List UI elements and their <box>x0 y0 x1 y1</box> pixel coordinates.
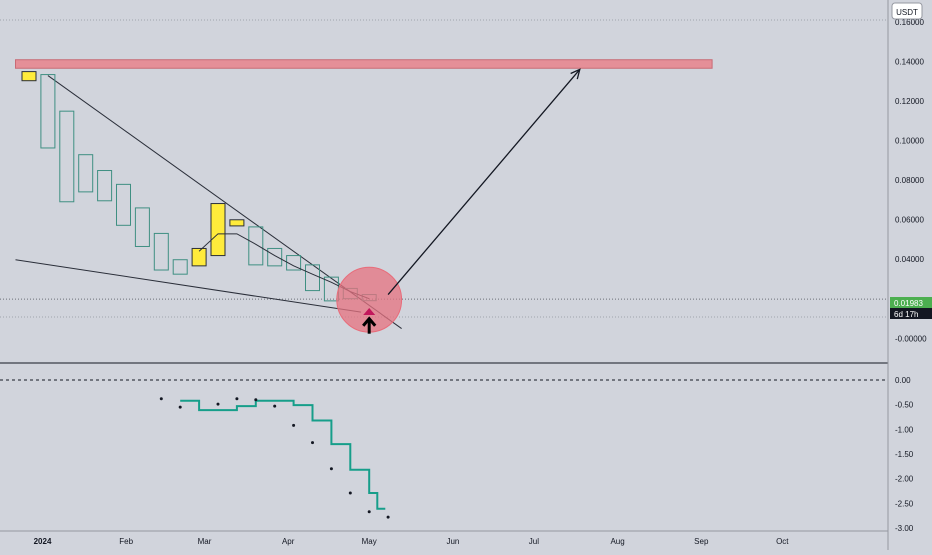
price-tick-label: 0.04000 <box>895 255 924 264</box>
indicator-dot-8[interactable] <box>311 441 314 445</box>
candle-8[interactable] <box>153 232 169 271</box>
time-tick-label: Feb <box>119 537 133 546</box>
price-tick-label: 0.10000 <box>895 136 924 145</box>
countdown-value: 6d 17h <box>894 310 918 319</box>
indicator-tick-label: -1.50 <box>895 450 914 459</box>
time-tick-label: Jul <box>529 537 539 546</box>
candle-10[interactable] <box>191 247 207 267</box>
projection-arrow-head <box>570 68 581 80</box>
currency-badge[interactable]: USDT <box>891 2 923 20</box>
currency-label: USDT <box>896 8 918 17</box>
candle-16[interactable] <box>305 264 320 292</box>
price-tick-label: 0.16000 <box>895 18 924 27</box>
price-tick-label: -0.00000 <box>895 334 927 343</box>
breakout-dashed-head <box>363 307 376 315</box>
indicator-tick-label: -1.00 <box>895 425 914 434</box>
price-axis[interactable]: 0.16000 0.14000 0.12000 0.10000 0.08000 0.060… <box>895 18 927 344</box>
time-tick-label: Apr <box>282 537 295 546</box>
price-tick-label: 0.14000 <box>895 57 924 66</box>
currency-badge-box <box>891 2 923 20</box>
candle-11[interactable] <box>210 203 226 257</box>
candle-3[interactable] <box>59 110 75 203</box>
indicator-dot-1[interactable] <box>159 397 163 401</box>
candle-15[interactable] <box>286 255 302 271</box>
candle-1[interactable] <box>21 71 37 82</box>
indicator-tick-label: 0.00 <box>895 376 911 385</box>
breakout-arrow-head <box>362 316 377 327</box>
time-tick-label: Jun <box>446 537 459 546</box>
resistance-zone[interactable] <box>15 59 713 69</box>
wedge-lower-line[interactable] <box>15 259 362 313</box>
price-tick-label: 0.06000 <box>895 216 924 225</box>
time-tick-label: Aug <box>610 537 624 546</box>
indicator-dot-5[interactable] <box>254 398 258 402</box>
indicator-tick-label: -3.00 <box>895 524 914 533</box>
indicator-dot-9[interactable] <box>329 467 333 471</box>
last-price-badge: 0.01983 <box>890 297 932 308</box>
candle-12[interactable] <box>229 219 245 227</box>
indicator-dot-10[interactable] <box>348 491 352 495</box>
projection-arrow-line[interactable] <box>387 69 581 295</box>
indicator-step-line[interactable] <box>180 399 386 510</box>
indicator-tick-label: -2.50 <box>895 499 914 508</box>
countdown-badge-box <box>890 308 932 319</box>
indicator-tick-label: -0.50 <box>895 401 914 410</box>
indicator-dot-3[interactable] <box>216 402 220 406</box>
indicator-dot-7[interactable] <box>292 423 296 427</box>
candle-14[interactable] <box>267 247 283 267</box>
price-tick-label: 0.08000 <box>895 176 924 185</box>
candle-4[interactable] <box>78 154 94 193</box>
candle-7[interactable] <box>134 207 150 247</box>
candle-5[interactable] <box>97 170 113 202</box>
time-tick-label: May <box>362 537 377 546</box>
indicator-dot-4[interactable] <box>235 397 239 401</box>
time-tick-label: Oct <box>776 537 789 546</box>
last-price-badge-box <box>890 297 932 308</box>
candle-6[interactable] <box>116 183 131 226</box>
candle-9[interactable] <box>172 259 188 275</box>
indicator-dot-6[interactable] <box>273 404 277 408</box>
price-pane[interactable] <box>0 19 888 334</box>
time-tick-label: 2024 <box>34 537 52 546</box>
time-axis[interactable]: 2024 Feb Mar Apr May Jun Jul Aug Sep Oct <box>34 537 790 546</box>
last-price-value: 0.01983 <box>894 299 923 308</box>
countdown-badge: 6d 17h <box>890 308 932 319</box>
indicator-pane[interactable] <box>0 379 888 519</box>
indicator-dot-2[interactable] <box>178 405 182 409</box>
indicator-dot-12[interactable] <box>386 515 390 519</box>
candle-2[interactable] <box>40 74 56 149</box>
indicator-axis[interactable]: 0.00 -0.50 -1.00 -1.50 -2.00 -2.50 -3.00 <box>895 376 914 533</box>
indicator-tick-label: -2.00 <box>895 475 914 484</box>
time-tick-label: Sep <box>694 537 709 546</box>
price-tick-label: 0.12000 <box>895 97 924 106</box>
time-tick-label: Mar <box>198 537 212 546</box>
indicator-dot-11[interactable] <box>367 510 371 514</box>
candle-13[interactable] <box>248 226 264 266</box>
